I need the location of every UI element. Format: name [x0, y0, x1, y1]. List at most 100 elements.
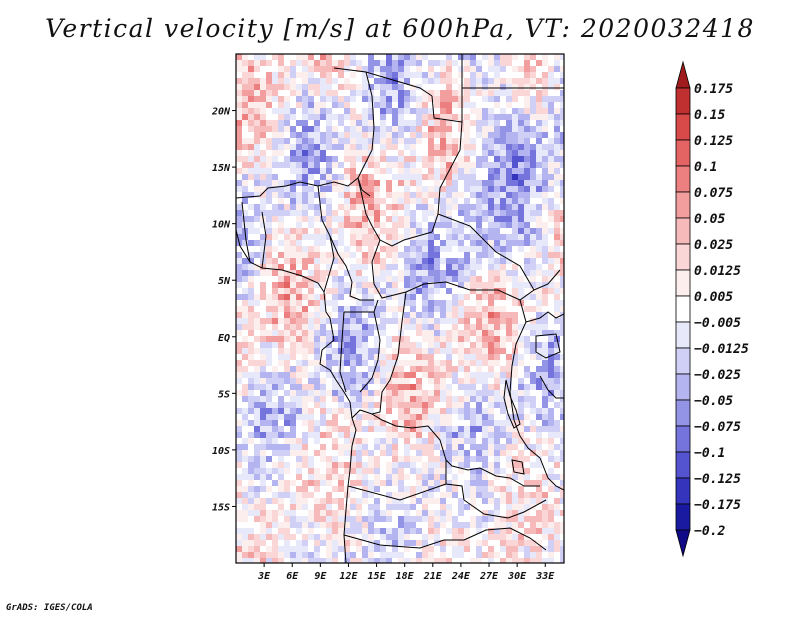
- field-cell: [452, 390, 458, 396]
- field-cell: [260, 432, 266, 438]
- field-cell: [398, 288, 404, 294]
- field-cell: [422, 228, 428, 234]
- field-cell: [302, 222, 308, 228]
- field-cell: [392, 384, 398, 390]
- field-cell: [428, 252, 434, 258]
- field-cell: [524, 162, 530, 168]
- field-cell: [290, 246, 296, 252]
- field-cell: [290, 390, 296, 396]
- field-cell: [272, 186, 278, 192]
- field-cell: [560, 444, 564, 450]
- field-cell: [548, 156, 554, 162]
- field-cell: [278, 300, 284, 306]
- field-cell: [560, 90, 564, 96]
- field-cell: [422, 534, 428, 540]
- field-cell: [482, 60, 488, 66]
- field-cell: [344, 462, 350, 468]
- field-cell: [302, 300, 308, 306]
- field-cell: [374, 534, 380, 540]
- field-cell: [254, 270, 260, 276]
- field-cell: [428, 246, 434, 252]
- field-cell: [434, 270, 440, 276]
- field-cell: [362, 204, 368, 210]
- field-cell: [236, 552, 242, 558]
- field-cell: [494, 450, 500, 456]
- field-cell: [524, 258, 530, 264]
- field-cell: [512, 66, 518, 72]
- field-cell: [284, 552, 290, 558]
- field-cell: [254, 456, 260, 462]
- field-cell: [422, 480, 428, 486]
- field-cell: [548, 414, 554, 420]
- field-cell: [518, 72, 524, 78]
- field-cell: [380, 330, 386, 336]
- field-cell: [314, 102, 320, 108]
- field-cell: [422, 126, 428, 132]
- field-cell: [470, 264, 476, 270]
- field-cell: [488, 96, 494, 102]
- field-cell: [266, 528, 272, 534]
- field-cell: [434, 396, 440, 402]
- field-cell: [410, 294, 416, 300]
- field-cell: [392, 156, 398, 162]
- field-cell: [446, 360, 452, 366]
- field-cell: [500, 318, 506, 324]
- field-cell: [302, 204, 308, 210]
- field-cell: [350, 468, 356, 474]
- field-cell: [266, 390, 272, 396]
- field-cell: [266, 186, 272, 192]
- field-cell: [428, 558, 434, 563]
- field-cell: [476, 324, 482, 330]
- field-cell: [332, 246, 338, 252]
- field-cell: [560, 138, 564, 144]
- field-cell: [512, 342, 518, 348]
- field-cell: [248, 252, 254, 258]
- field-cell: [500, 126, 506, 132]
- field-cell: [236, 324, 242, 330]
- field-cell: [242, 294, 248, 300]
- field-cell: [344, 276, 350, 282]
- field-cell: [290, 348, 296, 354]
- field-cell: [236, 312, 242, 318]
- field-cell: [308, 342, 314, 348]
- field-cell: [248, 534, 254, 540]
- field-cell: [512, 132, 518, 138]
- field-cell: [302, 462, 308, 468]
- field-cell: [314, 540, 320, 546]
- field-cell: [386, 90, 392, 96]
- field-cell: [428, 300, 434, 306]
- field-cell: [524, 420, 530, 426]
- field-cell: [512, 510, 518, 516]
- field-cell: [272, 150, 278, 156]
- field-cell: [350, 366, 356, 372]
- field-cell: [542, 438, 548, 444]
- field-cell: [512, 168, 518, 174]
- field-cell: [248, 504, 254, 510]
- field-cell: [446, 546, 452, 552]
- field-cell: [488, 456, 494, 462]
- field-cell: [476, 282, 482, 288]
- field-cell: [338, 198, 344, 204]
- field-cell: [320, 264, 326, 270]
- field-cell: [248, 366, 254, 372]
- field-cell: [326, 108, 332, 114]
- field-cell: [326, 246, 332, 252]
- field-cell: [284, 192, 290, 198]
- field-cell: [422, 540, 428, 546]
- field-cell: [368, 558, 374, 563]
- field-cell: [464, 456, 470, 462]
- field-cell: [434, 444, 440, 450]
- field-cell: [344, 426, 350, 432]
- field-cell: [242, 186, 248, 192]
- field-cell: [338, 390, 344, 396]
- field-cell: [290, 396, 296, 402]
- field-cell: [512, 498, 518, 504]
- field-cell: [338, 420, 344, 426]
- field-cell: [374, 96, 380, 102]
- field-cell: [398, 558, 404, 563]
- field-cell: [308, 498, 314, 504]
- field-cell: [548, 96, 554, 102]
- field-cell: [260, 252, 266, 258]
- field-cell: [248, 444, 254, 450]
- field-cell: [428, 192, 434, 198]
